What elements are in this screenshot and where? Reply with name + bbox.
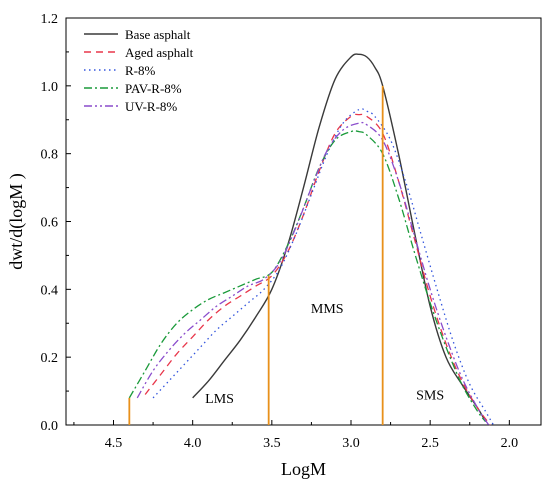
legend-label: Base asphalt — [125, 27, 191, 42]
legend-label: R-8% — [125, 63, 156, 78]
series-uv-r-8-line — [136, 121, 490, 426]
x-tick-label: 4.0 — [184, 436, 202, 451]
y-tick-label: 1.0 — [41, 80, 59, 95]
legend-label: PAV-R-8% — [125, 81, 182, 96]
x-tick-label: 3.0 — [342, 436, 360, 451]
y-tick-label: 1.2 — [41, 12, 59, 27]
y-tick-label: 0.6 — [41, 216, 59, 231]
x-axis-label: LogM — [281, 459, 326, 479]
series-r-8-line — [152, 108, 495, 426]
region-label-mms: MMS — [311, 302, 344, 317]
series-base-asphalt-line — [192, 53, 487, 422]
y-axis-label: dwt/d(logM ) — [6, 173, 27, 270]
y-tick-label: 0.0 — [41, 419, 59, 434]
series-aged-asphalt-line — [144, 113, 491, 426]
legend-label: UV-R-8% — [125, 99, 177, 114]
y-tick-label: 0.4 — [41, 283, 59, 298]
region-label-lms: LMS — [205, 392, 234, 407]
series-layer — [128, 53, 495, 426]
axis-ticks: 4.5 4.0 3.5 3.0 2.5 2.0 0.0 0.2 0.4 0.6 0.8 1.0 1.2 — [41, 12, 519, 451]
region-label-sms: SMS — [416, 389, 444, 404]
y-tick-label: 0.8 — [41, 148, 59, 163]
x-tick-label: 3.5 — [263, 436, 281, 451]
x-tick-label: 2.5 — [421, 436, 439, 451]
legend: Base asphalt Aged asphalt R-8% PAV-R-8% UV-R… — [84, 27, 194, 114]
legend-label: Aged asphalt — [125, 45, 194, 60]
region-dividers — [128, 85, 384, 425]
x-tick-label: 4.5 — [105, 436, 123, 451]
region-annotations: LMS MMS SMS — [205, 302, 444, 407]
x-tick-label: 2.0 — [501, 436, 519, 451]
y-tick-label: 0.2 — [41, 351, 59, 366]
series-pav-r-8-line — [128, 130, 487, 423]
plot-area — [65, 17, 542, 426]
